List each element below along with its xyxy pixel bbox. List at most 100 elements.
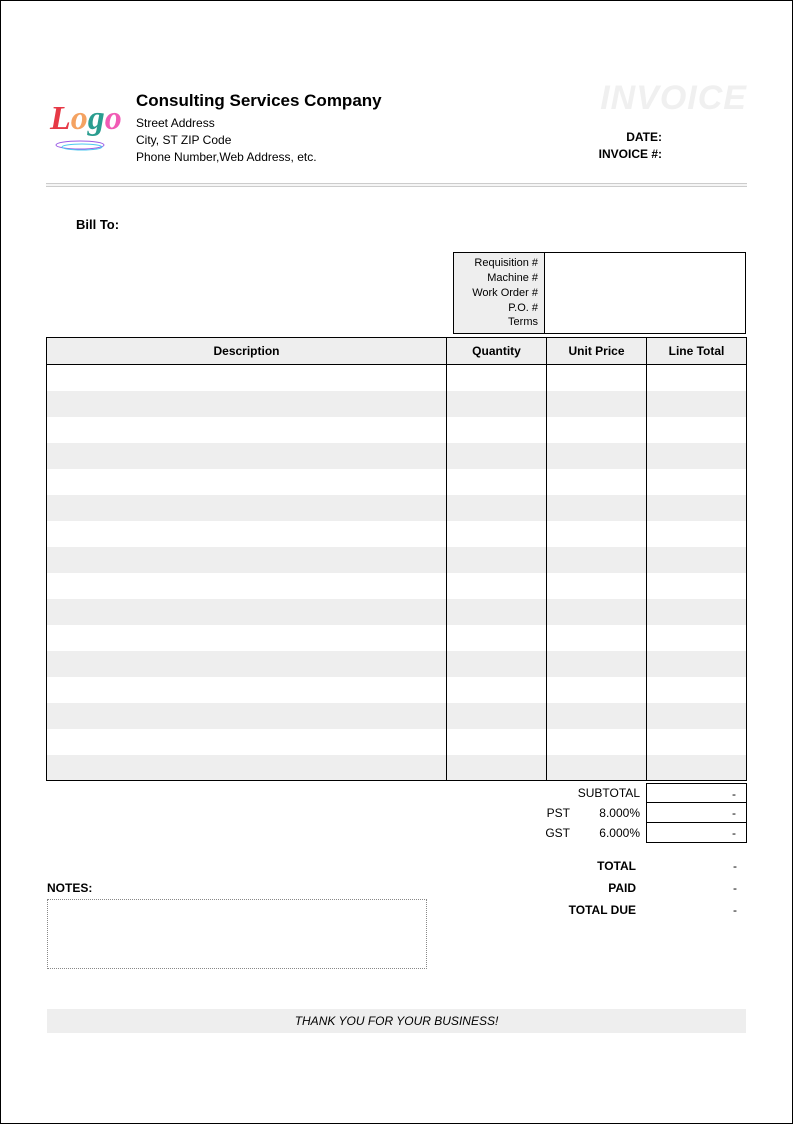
table-cell[interactable] bbox=[547, 755, 647, 781]
table-row[interactable] bbox=[47, 599, 747, 625]
table-cell[interactable] bbox=[547, 417, 647, 443]
table-cell[interactable] bbox=[547, 391, 647, 417]
invoice-page: INVOICE Logo Consulting Services Company… bbox=[1, 1, 792, 961]
table-cell[interactable] bbox=[47, 573, 447, 599]
table-cell[interactable] bbox=[647, 469, 747, 495]
table-cell[interactable] bbox=[547, 703, 647, 729]
table-cell[interactable] bbox=[47, 651, 447, 677]
table-cell[interactable] bbox=[647, 547, 747, 573]
table-cell[interactable] bbox=[47, 495, 447, 521]
table-cell[interactable] bbox=[547, 495, 647, 521]
table-cell[interactable] bbox=[647, 443, 747, 469]
table-cell[interactable] bbox=[447, 365, 547, 391]
table-cell[interactable] bbox=[447, 599, 547, 625]
invoice-number-label: INVOICE #: bbox=[599, 146, 662, 163]
table-cell[interactable] bbox=[447, 417, 547, 443]
table-header-row: Description Quantity Unit Price Line Tot… bbox=[47, 338, 747, 365]
table-cell[interactable] bbox=[447, 573, 547, 599]
table-row[interactable] bbox=[47, 547, 747, 573]
table-cell[interactable] bbox=[47, 469, 447, 495]
table-cell[interactable] bbox=[647, 625, 747, 651]
table-cell[interactable] bbox=[47, 677, 447, 703]
req-machine-label: Machine # bbox=[472, 271, 538, 286]
svg-text:Logo: Logo bbox=[49, 100, 122, 137]
table-cell[interactable] bbox=[547, 469, 647, 495]
table-cell[interactable] bbox=[47, 521, 447, 547]
line-items-table: Description Quantity Unit Price Line Tot… bbox=[46, 337, 747, 781]
bill-to-label: Bill To: bbox=[76, 217, 747, 232]
table-cell[interactable] bbox=[647, 651, 747, 677]
table-row[interactable] bbox=[47, 443, 747, 469]
table-row[interactable] bbox=[47, 755, 747, 781]
table-cell[interactable] bbox=[547, 651, 647, 677]
table-row[interactable] bbox=[47, 677, 747, 703]
table-cell[interactable] bbox=[647, 599, 747, 625]
table-cell[interactable] bbox=[47, 625, 447, 651]
table-cell[interactable] bbox=[47, 599, 447, 625]
table-cell[interactable] bbox=[547, 677, 647, 703]
table-cell[interactable] bbox=[547, 573, 647, 599]
table-cell[interactable] bbox=[647, 755, 747, 781]
paid-value: - bbox=[646, 881, 747, 895]
table-cell[interactable] bbox=[647, 573, 747, 599]
table-cell[interactable] bbox=[547, 547, 647, 573]
requisition-labels: Requisition # Machine # Work Order # P.O… bbox=[454, 253, 545, 333]
table-cell[interactable] bbox=[447, 495, 547, 521]
table-cell[interactable] bbox=[47, 755, 447, 781]
table-cell[interactable] bbox=[447, 469, 547, 495]
table-cell[interactable] bbox=[47, 417, 447, 443]
table-cell[interactable] bbox=[447, 547, 547, 573]
table-row[interactable] bbox=[47, 521, 747, 547]
notes-box[interactable] bbox=[47, 899, 427, 969]
table-cell[interactable] bbox=[447, 677, 547, 703]
table-row[interactable] bbox=[47, 729, 747, 755]
table-cell[interactable] bbox=[447, 521, 547, 547]
table-cell[interactable] bbox=[447, 729, 547, 755]
table-row[interactable] bbox=[47, 495, 747, 521]
table-cell[interactable] bbox=[447, 443, 547, 469]
subtotal-row: SUBTOTAL - bbox=[46, 783, 747, 803]
table-row[interactable] bbox=[47, 391, 747, 417]
paid-label: PAID bbox=[526, 881, 646, 895]
paid-row: PAID - bbox=[46, 877, 747, 899]
table-cell[interactable] bbox=[647, 703, 747, 729]
table-cell[interactable] bbox=[47, 703, 447, 729]
table-cell[interactable] bbox=[547, 365, 647, 391]
table-cell[interactable] bbox=[547, 625, 647, 651]
table-cell[interactable] bbox=[447, 651, 547, 677]
table-row[interactable] bbox=[47, 469, 747, 495]
table-cell[interactable] bbox=[647, 495, 747, 521]
table-cell[interactable] bbox=[47, 391, 447, 417]
table-cell[interactable] bbox=[647, 677, 747, 703]
table-row[interactable] bbox=[47, 365, 747, 391]
table-cell[interactable] bbox=[447, 703, 547, 729]
table-row[interactable] bbox=[47, 651, 747, 677]
table-cell[interactable] bbox=[447, 755, 547, 781]
table-cell[interactable] bbox=[647, 365, 747, 391]
table-cell[interactable] bbox=[647, 729, 747, 755]
invoice-title: INVOICE bbox=[600, 79, 747, 118]
table-row[interactable] bbox=[47, 703, 747, 729]
table-row[interactable] bbox=[47, 625, 747, 651]
table-cell[interactable] bbox=[647, 391, 747, 417]
table-cell[interactable] bbox=[547, 599, 647, 625]
table-cell[interactable] bbox=[547, 443, 647, 469]
table-cell[interactable] bbox=[647, 417, 747, 443]
table-cell[interactable] bbox=[647, 521, 747, 547]
gst-row: GST 6.000% - bbox=[46, 823, 747, 843]
table-cell[interactable] bbox=[47, 729, 447, 755]
table-cell[interactable] bbox=[47, 443, 447, 469]
table-row[interactable] bbox=[47, 573, 747, 599]
table-cell[interactable] bbox=[47, 365, 447, 391]
total-label: TOTAL bbox=[526, 859, 646, 873]
table-cell[interactable] bbox=[547, 521, 647, 547]
table-cell[interactable] bbox=[447, 391, 547, 417]
date-block: DATE: INVOICE #: bbox=[599, 129, 662, 163]
table-cell[interactable] bbox=[47, 547, 447, 573]
subtotal-label: SUBTOTAL bbox=[486, 786, 646, 800]
table-row[interactable] bbox=[47, 417, 747, 443]
requisition-values[interactable] bbox=[545, 253, 745, 333]
table-cell[interactable] bbox=[447, 625, 547, 651]
req-po-label: P.O. # bbox=[472, 301, 538, 316]
table-cell[interactable] bbox=[547, 729, 647, 755]
